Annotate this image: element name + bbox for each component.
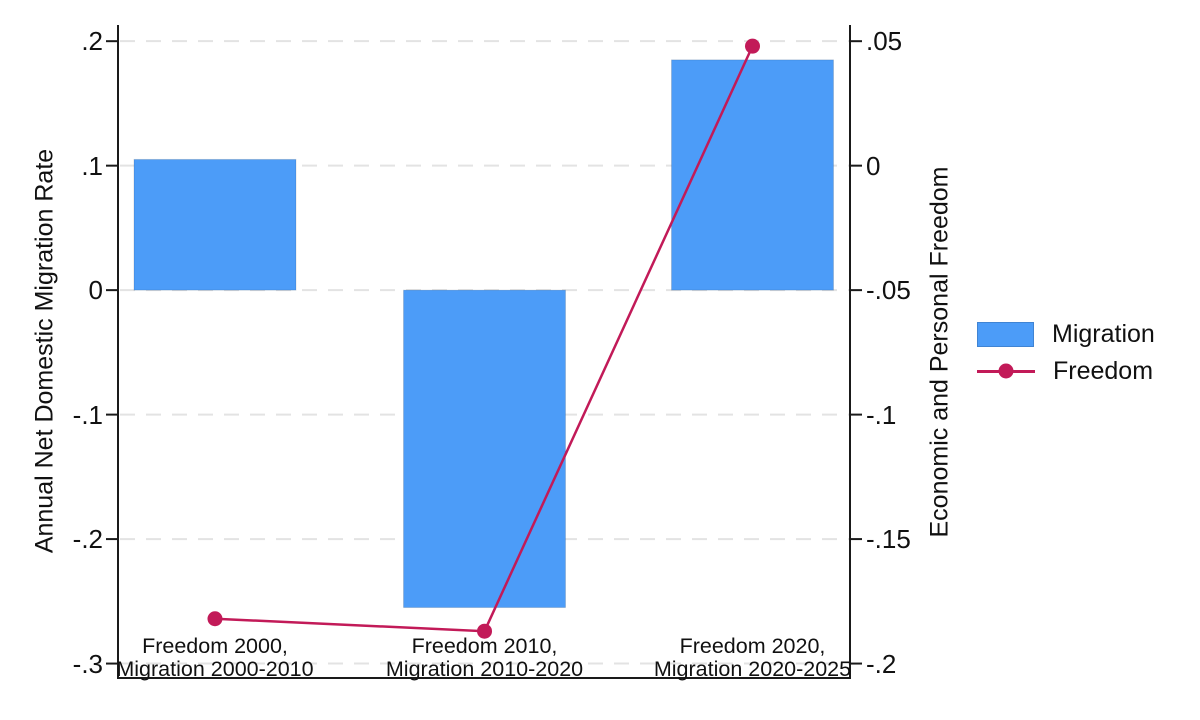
migration-bar [403,289,567,609]
freedom-line-swatch [977,363,1035,379]
right-axis-title: Economic and Personal Freedom [925,166,954,538]
freedom-point [207,611,223,627]
freedom-point [477,623,493,639]
right-tick-label: .05 [866,26,903,57]
legend: Migration Freedom [977,319,1155,385]
category-label: Freedom 2000, Migration 2000-2010 [116,634,314,682]
left-tick-label: -.3 [72,648,103,679]
legend-label-freedom: Freedom [1053,356,1154,385]
left-tick-label: .2 [81,26,103,57]
right-tick-label: 0 [866,150,881,181]
category-label: Freedom 2020, Migration 2020-2025 [653,634,852,682]
left-axis-title: Annual Net Domestic Migration Rate [30,148,59,554]
migration-bar [670,59,834,291]
left-tick-label: 0 [88,275,103,306]
right-tick-label: -.05 [866,275,911,306]
left-tick-label: .1 [81,150,103,181]
legend-entry-migration: Migration [977,319,1155,348]
left-tick-label: -.1 [72,399,103,430]
migration-bar [133,158,297,291]
freedom-point [744,38,760,54]
legend-entry-freedom: Freedom [977,356,1155,385]
right-tick-label: -.2 [866,648,897,679]
right-tick-label: -.15 [866,524,911,555]
legend-label-migration: Migration [1052,319,1155,348]
left-tick-label: -.2 [72,524,103,555]
category-label: Freedom 2010, Migration 2010-2020 [385,634,584,682]
migration-bar-swatch [977,321,1034,347]
freedom-marker-icon [998,363,1014,379]
right-tick-label: -.1 [866,399,897,430]
